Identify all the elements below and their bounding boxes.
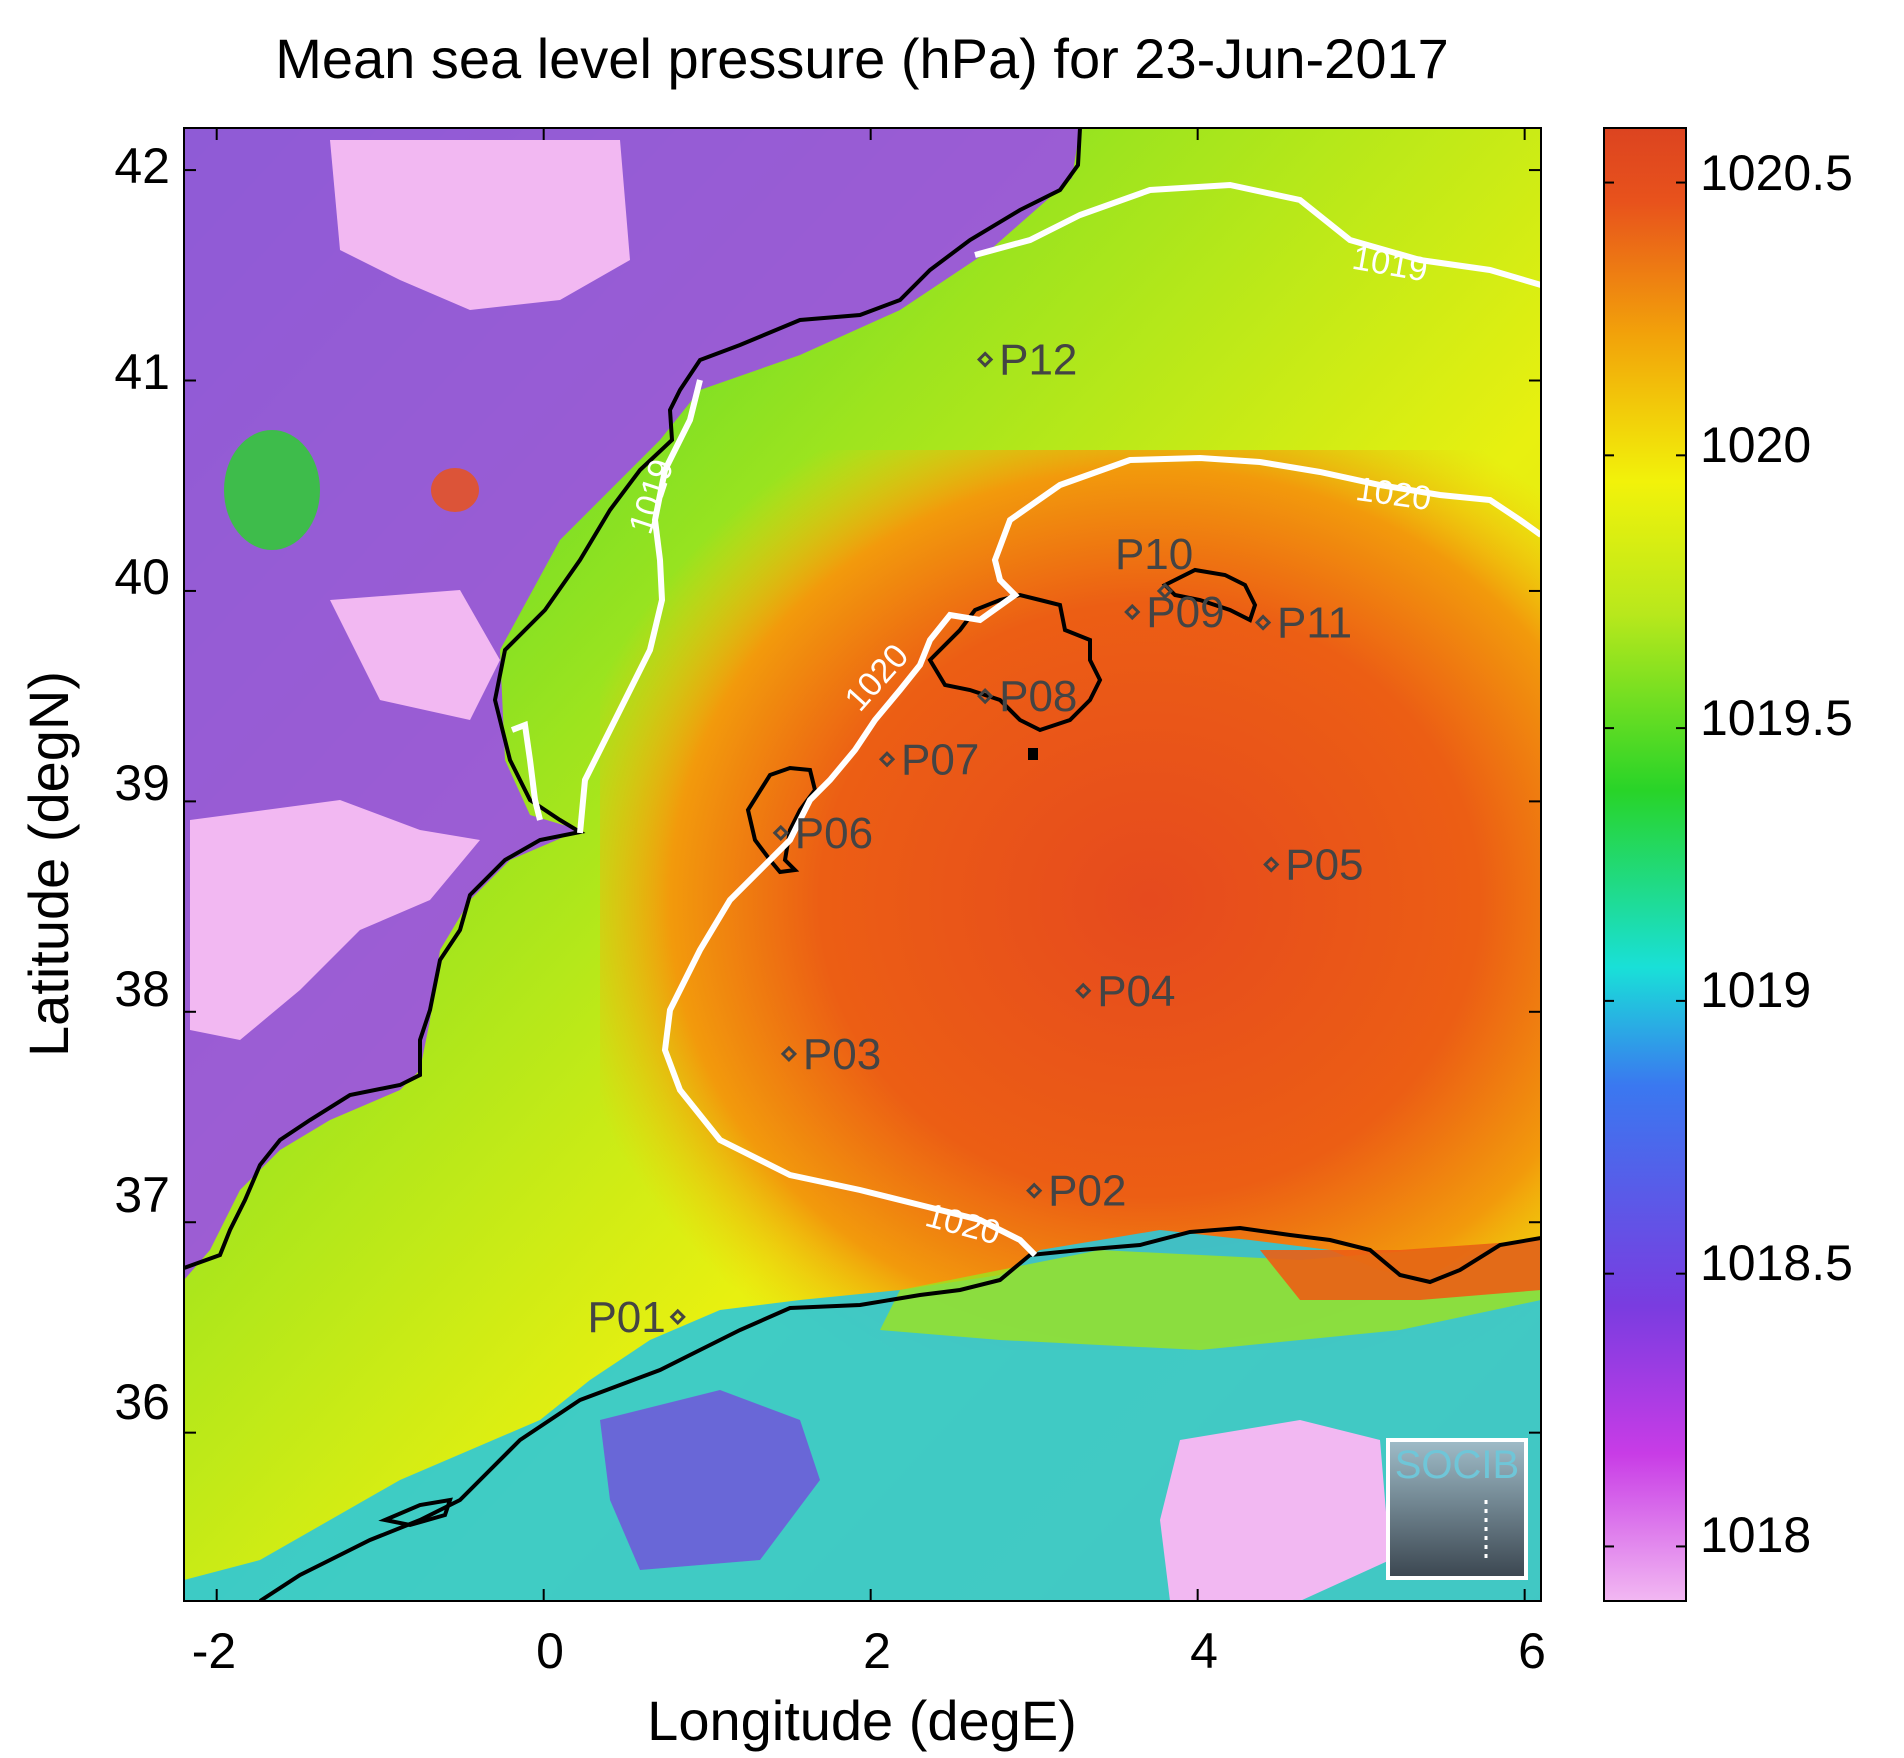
land-hot-patch (431, 468, 479, 512)
y-tick-label: 41 (114, 344, 170, 400)
station-label: P05 (1285, 841, 1363, 890)
station-marker (1263, 856, 1280, 873)
colorbar-tick-label: 1019 (1700, 962, 1811, 1018)
island-cabrera (1028, 748, 1038, 760)
station-marker (1124, 603, 1141, 621)
logo-text: SOCIB (1395, 1443, 1519, 1487)
map-plot-area: 1019 1019 1020 1020 1020 P01P02P03P04P05… (184, 128, 1541, 1601)
island-menorca (1161, 567, 1258, 623)
colorbar-tick-label: 1020.5 (1700, 145, 1853, 201)
socib-logo: SOCIB (1386, 1438, 1528, 1580)
station-marker (1156, 582, 1174, 600)
station-label: P08 (999, 672, 1077, 721)
colorbar-tick-label: 1020 (1700, 417, 1811, 473)
station-marker (878, 751, 896, 768)
colorbar-tick-label: 1018.5 (1700, 1235, 1853, 1291)
coastline-iberia (184, 128, 1082, 1270)
pressure-high-core (600, 450, 1541, 1350)
station-marker (1075, 982, 1092, 999)
y-axis-ticks (184, 169, 1541, 1434)
plot-frame (183, 127, 1542, 1602)
contour-1019-west (577, 379, 703, 834)
y-axis-label: Latitude (degN) (17, 671, 80, 1057)
x-tick-label: 2 (863, 1623, 891, 1679)
station-label: P09 (1146, 588, 1224, 637)
x-tick-label: 6 (1518, 1623, 1546, 1679)
map-title: Mean sea level pressure (hPa) for 23-Jun… (275, 27, 1449, 90)
africa-pink-patch (1160, 1420, 1390, 1601)
station-label: P04 (1097, 967, 1175, 1016)
y-tick-label: 36 (114, 1374, 170, 1430)
station-points: P01 P02 P03 P04 P05 P06 P07 P08 P09 P10 P11 P12 (587, 335, 1363, 1341)
station-marker (976, 688, 994, 705)
contour-1019-tip (510, 720, 543, 821)
station-marker (976, 351, 994, 368)
station-marker (780, 1045, 798, 1063)
x-tick-label: 0 (536, 1623, 564, 1679)
africa-orange-coast (1260, 1240, 1541, 1300)
y-tick-label: 37 (114, 1167, 170, 1223)
station-marker (1254, 614, 1272, 631)
station-label: P11 (1277, 599, 1352, 648)
station-label: P12 (999, 335, 1077, 384)
station-label: P07 (901, 735, 979, 784)
y-axis: 42 41 40 39 38 37 36 (114, 138, 170, 1430)
y-tick-label: 40 (114, 549, 170, 605)
colorbar-gradient (1603, 127, 1687, 1602)
station-label: P06 (795, 809, 873, 858)
x-axis: -2 0 2 4 6 (192, 1623, 1546, 1679)
land-pressure-iberia (184, 128, 1080, 1280)
station-label: P03 (803, 1030, 881, 1079)
x-tick-label: 4 (1190, 1623, 1218, 1679)
station-marker (772, 824, 789, 842)
coastline-africa (258, 1225, 1541, 1601)
station-label: P01 (587, 1293, 665, 1342)
y-tick-label: 42 (114, 138, 170, 194)
island-alboran-coast (378, 1497, 453, 1528)
x-axis-ticks (215, 128, 1526, 1601)
contour-1019-north (974, 181, 1541, 288)
land-green-patch (224, 430, 320, 550)
africa-violet-patches (600, 1390, 820, 1570)
y-tick-label: 38 (114, 961, 170, 1017)
x-tick-label: -2 (192, 1623, 236, 1679)
land-low-patch-3 (330, 590, 500, 720)
contour-1020 (661, 454, 1541, 1258)
station-label: P02 (1048, 1167, 1126, 1216)
colorbar-tick-label: 1019.5 (1700, 690, 1853, 746)
colorbar-tick-label: 1018 (1700, 1507, 1811, 1563)
colorbar-ticks (1604, 181, 1686, 1548)
island-mallorca (927, 592, 1103, 733)
station-marker (669, 1308, 686, 1326)
colorbar: 1020.5 1020 1019.5 1019 1018.5 1018 (1603, 127, 1853, 1602)
y-tick-label: 39 (114, 755, 170, 811)
land-low-patch-2 (190, 800, 480, 1040)
x-axis-label: Longitude (degE) (647, 1689, 1077, 1752)
land-low-patch-1 (330, 140, 630, 310)
station-marker (1026, 1182, 1043, 1199)
station-label: P10 (1115, 530, 1193, 579)
